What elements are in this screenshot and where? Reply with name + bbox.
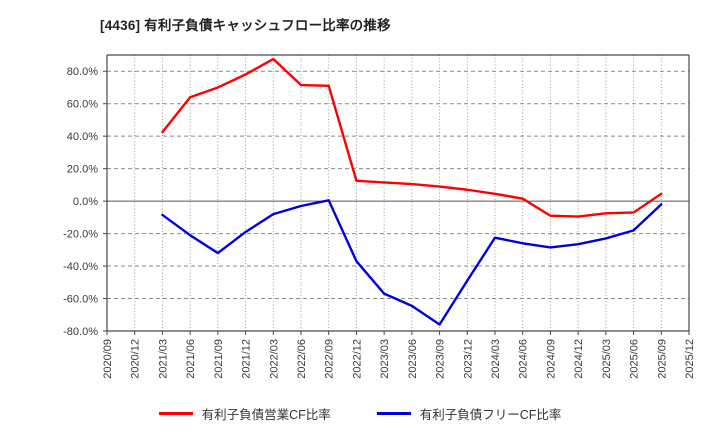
x-axis-tick-label: 2025/06 xyxy=(629,339,641,379)
x-axis-tick-label: 2023/12 xyxy=(462,339,474,379)
x-axis-tick-label: 2021/09 xyxy=(213,339,225,379)
legend-item-free-cf: 有利子負債フリーCF比率 xyxy=(376,404,562,423)
y-axis-tick-label: 40.0% xyxy=(67,131,98,143)
x-axis-tick-label: 2020/12 xyxy=(130,339,142,379)
y-axis-tick-label: -20.0% xyxy=(63,229,98,241)
x-axis-tick-label: 2022/06 xyxy=(296,339,308,379)
x-axis-tick-label: 2021/03 xyxy=(157,339,169,379)
x-axis-tick-label: 2021/06 xyxy=(185,339,197,379)
x-axis-tick-label: 2022/12 xyxy=(351,339,363,379)
series-line-free-cf xyxy=(161,199,663,326)
y-axis-tick-label: -40.0% xyxy=(63,261,98,273)
x-axis-tick-label: 2024/03 xyxy=(490,339,502,379)
x-axis-tick-label: 2020/09 xyxy=(102,339,114,379)
x-axis-tick-label: 2025/12 xyxy=(684,339,696,379)
legend-swatch-free-cf xyxy=(376,412,411,415)
grid-layer xyxy=(106,55,690,332)
legend-label-operating-cf: 有利子負債営業CF比率 xyxy=(201,408,331,422)
y-axis-tick-label: 80.0% xyxy=(67,66,98,78)
legend-swatch-operating-cf xyxy=(158,412,193,415)
x-axis-tick-label: 2023/09 xyxy=(435,339,447,379)
y-axis-tick-label: 60.0% xyxy=(67,99,98,111)
x-axis-tick-label: 2022/09 xyxy=(324,339,336,379)
series-line-operating-cf xyxy=(161,57,663,218)
x-axis-tick-label: 2025/09 xyxy=(656,339,668,379)
y-axis-tick-label: 20.0% xyxy=(67,164,98,176)
y-axis-tick-label: 0.0% xyxy=(73,196,98,208)
page-title: [4436] 有利子負債キャッシュフロー比率の推移 xyxy=(100,18,391,33)
data-series-layer xyxy=(161,57,663,326)
axis-layer xyxy=(106,54,690,332)
x-axis-tick-label: 2024/06 xyxy=(518,339,530,379)
x-axis-tick-label: 2024/12 xyxy=(573,339,585,379)
x-axis-tick-label: 2022/03 xyxy=(268,339,280,379)
x-axis-tick-label: 2024/09 xyxy=(545,339,557,379)
x-axis-tick-label: 2023/06 xyxy=(407,339,419,379)
x-axis-tick-label: 2021/12 xyxy=(241,339,253,379)
x-axis-labels: 2020/09 2020/12 2021/03 2021/06 2021/09 2021/… xyxy=(102,331,696,379)
legend-label-free-cf: 有利子負債フリーCF比率 xyxy=(419,408,562,422)
chart-legend: 有利子負債営業CF比率 有利子負債フリーCF比率 xyxy=(0,404,720,423)
y-axis-tick-label: -80.0% xyxy=(63,326,98,338)
legend-item-operating-cf: 有利子負債営業CF比率 xyxy=(158,404,331,423)
x-axis-tick-label: 2025/03 xyxy=(601,339,613,379)
y-axis-tick-label: -60.0% xyxy=(63,294,98,306)
x-axis-tick-label: 2023/03 xyxy=(379,339,391,379)
y-axis-labels: 80.0% 60.0% 40.0% 20.0% 0.0% -20.0% -40.0% -60.… xyxy=(63,66,107,338)
